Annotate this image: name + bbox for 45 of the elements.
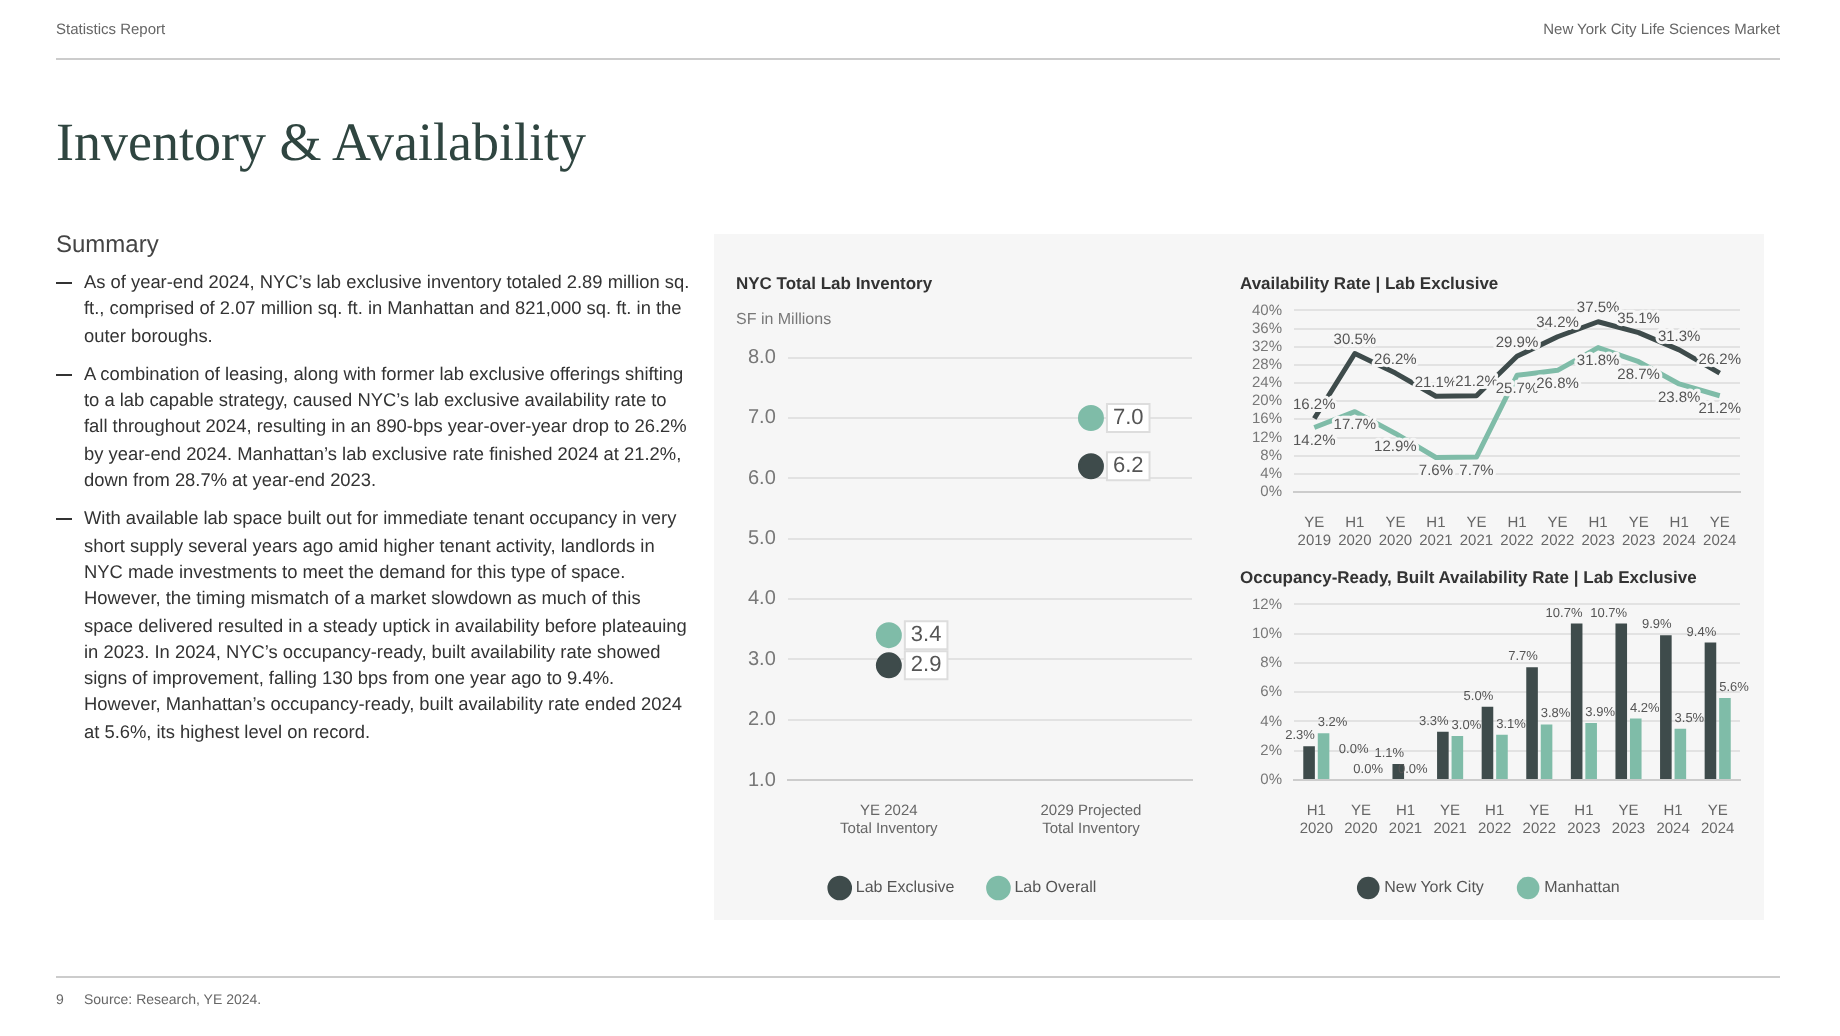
text: As of year-end 2024, NYC’s lab exclusive inventory totaled 2.89 million sq. ft., comprised of 2.07 million sq. ft. in Manhattan and 821,000 sq. ft. in the outer boroughs.: [82, 270, 692, 350]
bar: [1660, 635, 1672, 779]
y-tick-label: 1.0: [747, 769, 777, 792]
y-tick-label: 6.0: [747, 467, 777, 490]
point: [875, 652, 902, 679]
point: [1077, 453, 1104, 480]
data-label: 2.9: [910, 653, 942, 678]
point: [1077, 404, 1104, 431]
y-tick-label: 2.0: [747, 709, 777, 732]
bar: [1704, 642, 1717, 779]
data-label: 3.4: [910, 623, 942, 648]
bar: [1526, 667, 1538, 779]
legend-label: New York City: [1384, 878, 1484, 897]
bar: [1451, 736, 1464, 779]
bar: [1496, 734, 1508, 779]
y-tick-label: 7.0: [747, 407, 777, 430]
bar: [1437, 731, 1449, 779]
legend-label: Lab Exclusive: [855, 878, 956, 897]
y-tick-label: 8.0: [747, 347, 777, 370]
text: Inventory & Availability: [56, 112, 588, 174]
bar: [1303, 746, 1315, 779]
bar: [1481, 706, 1494, 779]
chart-title: Availability Rate | Lab Exclusive: [1240, 272, 1499, 293]
y-tick-label: 4.0: [747, 588, 777, 611]
chart-title: NYC Total Lab Inventory: [736, 272, 933, 293]
bar: [1570, 623, 1583, 779]
bar: [1317, 733, 1330, 779]
bar: [1719, 698, 1731, 779]
bar: [1615, 623, 1628, 779]
bar: [1585, 722, 1597, 779]
bar: [1674, 728, 1687, 779]
data-label: 7.0: [1112, 406, 1144, 431]
bar: [1629, 718, 1642, 779]
chart-title: Occupancy-Ready, Built Availability Rate | Lab Exclusive: [1240, 566, 1698, 587]
point: [875, 622, 902, 649]
text: A combination of leasing, along with former lab exclusive offerings shifting to a lab capable strategy, caused NYC’s lab exclusive availability rate to fall throughout 2024, resulting in an 890-bps year-over-year drop to 26.2% by year-end 2024. Manhattan’s lab exclusive rate finished 2024 at 21.2%, down from 28.7% at year-end 2023.: [82, 361, 689, 495]
bar: [1540, 724, 1553, 779]
legend-label: Manhattan: [1544, 878, 1620, 897]
legend-label: Lab Overall: [1014, 878, 1097, 897]
chart-subtitle: SF in Millions: [736, 310, 832, 329]
text: With available lab space built out for immediate tenant occupancy in very short supply several years ago amid higher tenant activity, landlords in NYC made investments to meet the demand for this type of space. However, the timing mismatch of a market slowdown as much of this space delivered resulted in a steady uptick in availability before plateauing in 2023. In 2024, NYC’s occupancy-ready, built availability rate showed signs of improvement, falling 130 bps from one year ago to 9.4%. However, Manhattan’s occupancy-ready, built availability rate ended 2024 at 5.6%, its highest level on record.: [84, 508, 687, 742]
text: Summary: [56, 230, 161, 258]
data-label: 6.2: [1112, 454, 1144, 479]
y-tick-label: 5.0: [747, 528, 777, 551]
y-tick-label: 3.0: [747, 648, 777, 671]
